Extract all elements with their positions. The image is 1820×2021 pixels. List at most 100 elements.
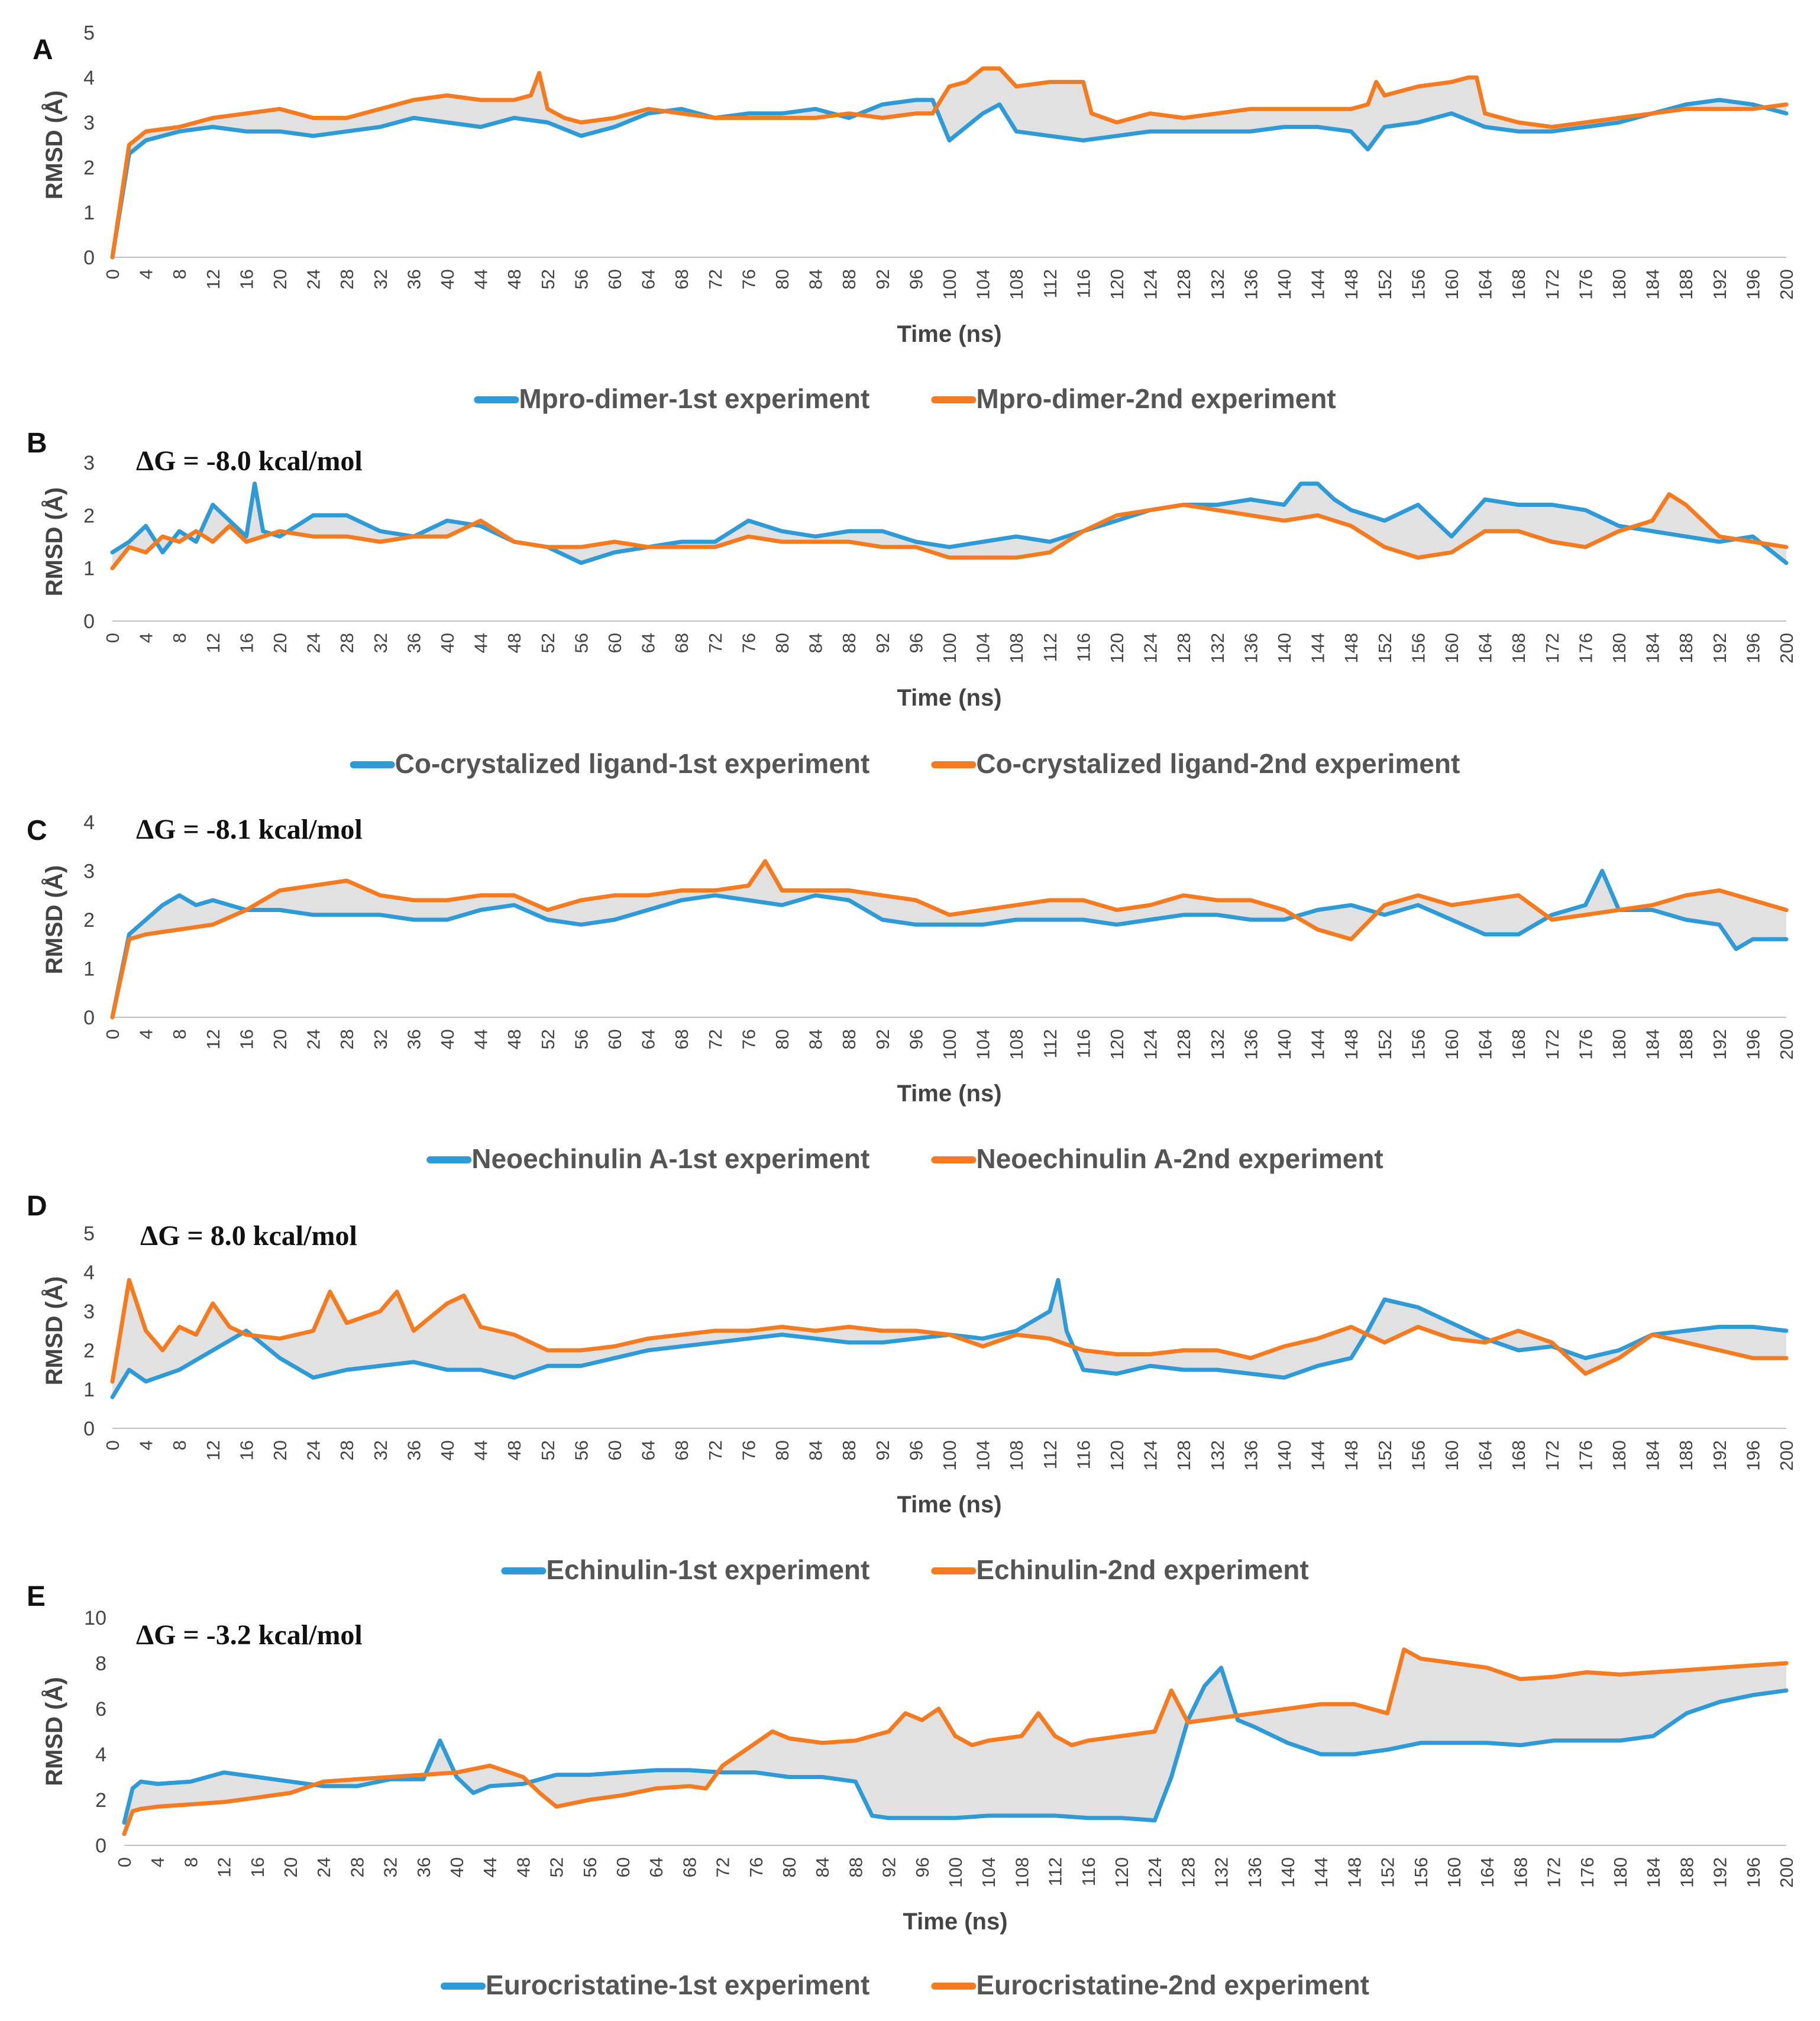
x-tick-label: 192	[1709, 633, 1730, 664]
x-tick-label: 156	[1408, 1029, 1428, 1060]
x-tick-label: 188	[1676, 269, 1696, 300]
y-tick-label: 3	[83, 112, 95, 134]
legend-label: Eurocristatine-1st experiment	[486, 1970, 869, 2000]
x-tick-label: 104	[973, 269, 994, 300]
x-tick-label: 132	[1211, 1857, 1232, 1888]
x-tick-label: 44	[471, 1440, 492, 1460]
y-tick-label: 5	[83, 22, 95, 44]
x-tick-label: 72	[705, 633, 726, 653]
y-axis-label: RMSD (Å)	[41, 1276, 67, 1385]
x-tick-label: 200	[1776, 1029, 1797, 1060]
x-tick-label: 40	[437, 269, 458, 289]
x-axis-label: Time (ns)	[897, 1081, 1001, 1107]
x-tick-label: 4	[147, 1857, 168, 1867]
x-tick-label: 160	[1444, 1857, 1465, 1888]
x-tick-label: 16	[236, 1440, 257, 1460]
x-tick-label: 68	[671, 633, 692, 653]
x-tick-label: 136	[1240, 633, 1261, 664]
x-tick-label: 128	[1174, 269, 1194, 300]
legend-label: Co-crystalized ligand-1st experiment	[395, 748, 870, 779]
x-tick-label: 20	[270, 269, 290, 289]
x-tick-label: 136	[1240, 1029, 1261, 1060]
x-tick-label: 124	[1140, 1440, 1161, 1471]
legend: Eurocristatine-1st experiment Eurocristat…	[441, 1970, 1369, 2000]
x-tick-label: 36	[403, 1029, 424, 1049]
x-tick-label: 88	[845, 1857, 866, 1877]
x-axis-label: Time (ns)	[897, 321, 1001, 347]
x-tick-label: 184	[1643, 269, 1663, 300]
x-tick-label: 68	[679, 1857, 700, 1877]
series-2nd-experiment-line	[110, 859, 1789, 1020]
y-tick-label: 2	[83, 909, 95, 932]
x-tick-label: 124	[1145, 1857, 1165, 1888]
x-tick-label: 168	[1508, 269, 1529, 300]
x-tick-label: 156	[1408, 269, 1428, 300]
x-tick-label: 92	[872, 269, 893, 289]
x-tick-label: 64	[646, 1857, 667, 1877]
x-tick-label: 152	[1375, 633, 1395, 664]
y-tick-label: 4	[83, 1262, 95, 1284]
x-tick-label: 32	[370, 269, 391, 289]
x-tick-label: 108	[1006, 1029, 1027, 1060]
x-tick-label: 164	[1475, 269, 1496, 300]
x-tick-label: 44	[471, 1029, 492, 1049]
y-axis-label: RMSD (Å)	[41, 487, 67, 596]
x-tick-label: 76	[738, 1440, 759, 1460]
x-tick-label: 112	[1045, 1857, 1066, 1886]
x-tick-label: 0	[102, 269, 123, 279]
x-tick-label: 28	[337, 1029, 357, 1049]
x-tick-label: 148	[1341, 1029, 1362, 1060]
x-tick-label: 132	[1207, 1029, 1228, 1060]
x-tick-label: 40	[437, 1440, 458, 1460]
x-tick-label: 100	[939, 1029, 960, 1060]
x-tick-label: 120	[1107, 1440, 1127, 1471]
x-tick-label: 120	[1107, 1029, 1127, 1060]
x-tick-label: 4	[136, 633, 157, 643]
legend-label: Mpro-dimer-1st experiment	[519, 383, 869, 414]
x-tick-label: 172	[1542, 1440, 1563, 1471]
x-tick-label: 84	[806, 1440, 826, 1460]
x-tick-label: 0	[102, 1029, 123, 1039]
x-tick-label: 12	[203, 269, 224, 289]
y-tick-label: 4	[95, 1744, 106, 1766]
x-tick-label: 68	[671, 1029, 692, 1049]
x-tick-label: 4	[136, 1029, 157, 1039]
x-axis-label: Time (ns)	[903, 1909, 1007, 1935]
x-tick-label: 48	[504, 1029, 525, 1049]
x-tick-label: 184	[1643, 1029, 1663, 1060]
x-tick-label: 132	[1207, 269, 1228, 300]
x-tick-label: 200	[1776, 269, 1797, 300]
x-tick-label: 176	[1577, 1857, 1598, 1888]
x-tick-label: 100	[939, 633, 960, 664]
y-tick-label: 4	[83, 67, 95, 89]
x-tick-label: 196	[1743, 269, 1763, 300]
x-tick-label: 76	[738, 269, 759, 289]
x-tick-label: 84	[806, 1029, 826, 1049]
y-axis-label: RMSD (Å)	[41, 1677, 67, 1786]
x-tick-label: 184	[1643, 633, 1663, 664]
y-tick-label: 4	[83, 811, 95, 834]
x-tick-label: 180	[1609, 1440, 1630, 1471]
x-tick-label: 96	[912, 1857, 933, 1877]
x-tick-label: 124	[1140, 633, 1161, 664]
x-tick-label: 164	[1475, 1029, 1496, 1060]
y-tick-label: 1	[83, 558, 95, 580]
x-tick-label: 124	[1140, 269, 1161, 300]
x-tick-label: 188	[1676, 633, 1696, 664]
x-tick-label: 64	[638, 1440, 659, 1460]
x-tick-label: 156	[1408, 633, 1428, 664]
x-tick-label: 104	[973, 1029, 994, 1060]
series-1st-experiment-line	[110, 869, 1789, 1020]
x-tick-label: 140	[1274, 633, 1295, 664]
x-tick-label: 144	[1308, 269, 1328, 300]
y-tick-label: 8	[95, 1653, 106, 1675]
x-tick-label: 56	[571, 269, 591, 289]
series-gap-fill	[112, 1280, 1786, 1398]
x-tick-label: 140	[1274, 1029, 1295, 1060]
y-tick-label: 1	[83, 202, 95, 224]
x-tick-label: 100	[945, 1857, 966, 1888]
x-tick-label: 32	[370, 1440, 391, 1460]
x-tick-label: 72	[705, 269, 726, 289]
x-tick-label: 136	[1240, 269, 1261, 300]
